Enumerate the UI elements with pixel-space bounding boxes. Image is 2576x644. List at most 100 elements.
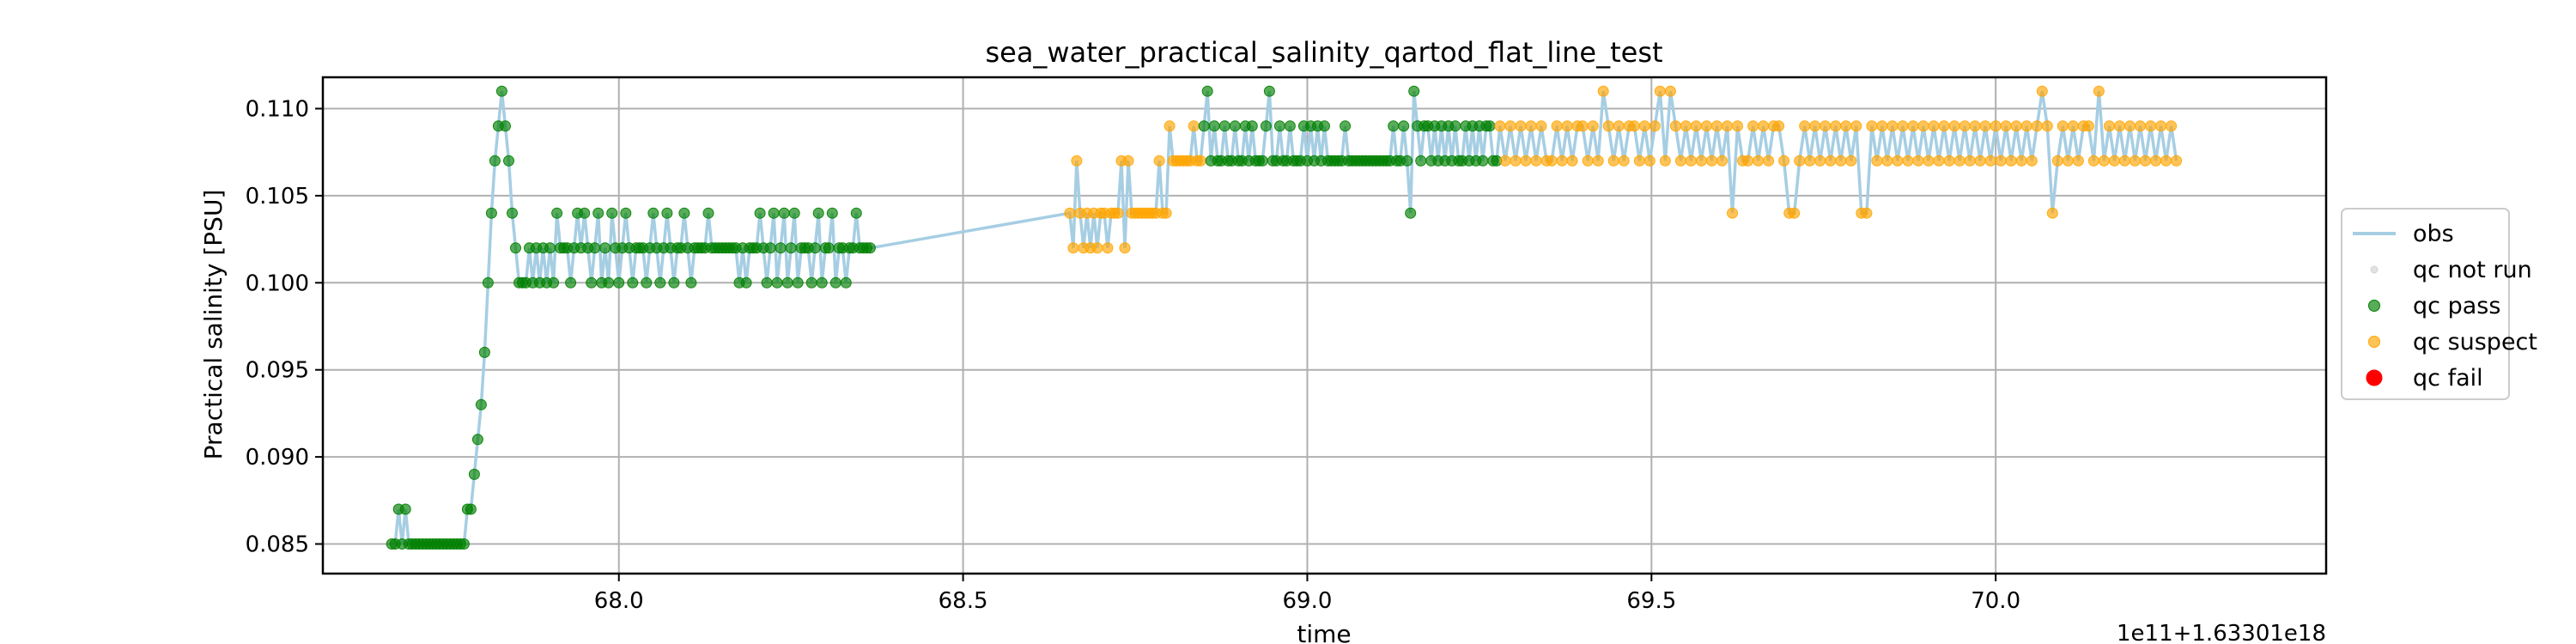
qc-suspect-point xyxy=(2109,155,2120,167)
qc-suspect-point xyxy=(1959,120,1971,132)
qc-pass-point xyxy=(565,276,577,289)
y-tick-label: 0.085 xyxy=(246,532,309,558)
qc-suspect-point xyxy=(1102,242,1114,254)
legend: obs qc not run qc pass qc suspect qc fail xyxy=(2341,208,2537,400)
x-ticks: 68.0 68.5 69.0 69.5 70.0 xyxy=(594,574,2020,614)
qc-suspect-point xyxy=(1546,155,1558,167)
qc-suspect-point xyxy=(1995,155,2007,167)
qc-pass-point xyxy=(500,120,511,132)
qc-suspect-point xyxy=(1607,155,1619,167)
qc-suspect-point xyxy=(2015,155,2027,167)
qc-suspect-point xyxy=(1112,207,1124,219)
qc-suspect-point xyxy=(1499,155,1511,167)
x-tick-label: 69.0 xyxy=(1283,588,1333,614)
qc-suspect-point xyxy=(1722,120,1733,132)
legend-label-qc-pass: qc pass xyxy=(2413,293,2500,319)
qc-pass-point xyxy=(761,276,773,289)
qc-suspect-point xyxy=(1794,155,1806,167)
qc-suspect-point xyxy=(1643,155,1656,167)
qc-pass-point xyxy=(489,155,501,167)
qc-suspect-point xyxy=(1510,155,1522,167)
qc-suspect-point xyxy=(1778,155,1790,167)
qc-suspect-point xyxy=(2150,155,2162,167)
qc-pass-point xyxy=(1388,120,1400,132)
qc-suspect-point xyxy=(1602,120,1614,132)
qc-suspect-point xyxy=(1809,120,1821,132)
qc-pass-point xyxy=(781,276,793,289)
qc-pass-point xyxy=(1218,120,1230,132)
qc-pass-point xyxy=(771,276,783,289)
qc-suspect-point xyxy=(2104,120,2115,132)
qc-pass-point xyxy=(620,207,632,219)
qc-suspect-point xyxy=(1871,155,1883,167)
qc-pass-point xyxy=(1208,120,1220,132)
qc-pass-point xyxy=(678,207,690,219)
qc-suspect-point xyxy=(1907,120,1919,132)
qc-pass-point xyxy=(606,207,618,219)
qc-suspect-point xyxy=(2051,155,2063,167)
legend-swatch-qc-not-run xyxy=(2370,265,2379,274)
qc-suspect-point xyxy=(1763,155,1775,167)
qc-pass-point xyxy=(613,276,625,289)
qc-suspect-point xyxy=(2114,120,2125,132)
qc-pass-point xyxy=(740,276,752,289)
qc-pass-point xyxy=(840,276,852,289)
qc-pass-point xyxy=(641,276,653,289)
qc-pass-point xyxy=(1319,120,1330,132)
qc-pass-point xyxy=(544,242,556,254)
qc-pass-point xyxy=(661,207,673,219)
chart-title: sea_water_practical_salinity_qartod_flat… xyxy=(985,36,1662,69)
qc-suspect-point xyxy=(1690,120,1702,132)
qc-pass-point xyxy=(592,207,605,219)
qc-pass-point xyxy=(579,207,591,219)
qc-suspect-point xyxy=(2072,155,2084,167)
qc-suspect-point xyxy=(1654,85,1666,97)
qc-pass-point xyxy=(485,207,497,219)
qc-pass-point xyxy=(702,207,714,219)
qc-suspect-point xyxy=(1188,120,1200,132)
qc-pass-point xyxy=(1477,155,1489,167)
qc-suspect-point xyxy=(1706,155,1717,167)
qc-suspect-point xyxy=(1695,155,1707,167)
qc-pass-point xyxy=(548,276,560,289)
qc-pass-point xyxy=(768,207,780,219)
qc-pass-point xyxy=(599,242,611,254)
qc-suspect-point xyxy=(2010,120,2022,132)
qc-suspect-point xyxy=(2036,85,2048,97)
qc-suspect-point xyxy=(1674,155,1686,167)
qc-suspect-point xyxy=(1953,155,1965,167)
qc-suspect-point xyxy=(1969,120,1981,132)
x-tick-label: 68.0 xyxy=(594,588,644,614)
qc-suspect-point xyxy=(1597,85,1609,97)
qc-pass-point xyxy=(1201,85,1213,97)
qc-pass-point xyxy=(589,242,601,254)
qc-suspect-point xyxy=(2160,155,2172,167)
qc-suspect-point xyxy=(1551,120,1563,132)
x-axis-label: time xyxy=(1297,620,1351,644)
qc-suspect-point xyxy=(1789,207,1801,219)
qc-suspect-point xyxy=(1701,120,1712,132)
qc-pass-point xyxy=(1415,155,1427,167)
qc-pass-point xyxy=(482,276,494,289)
qc-suspect-point xyxy=(1153,155,1165,167)
qc-suspect-point xyxy=(1753,155,1765,167)
qc-suspect-point xyxy=(1866,120,1878,132)
qc-pass-point xyxy=(1340,120,1352,132)
qc-suspect-point xyxy=(1758,120,1770,132)
qc-suspect-point xyxy=(1948,120,1960,132)
qc-suspect-point xyxy=(1742,155,1754,167)
qc-suspect-point xyxy=(1628,120,1640,132)
qc-suspect-point xyxy=(1799,120,1811,132)
x-tick-label: 68.5 xyxy=(939,588,988,614)
x-tick-label: 70.0 xyxy=(1971,588,2020,614)
qc-suspect-point xyxy=(2067,120,2079,132)
qc-suspect-point xyxy=(1773,120,1785,132)
qc-suspect-point xyxy=(1525,120,1537,132)
qc-suspect-point xyxy=(1064,207,1076,219)
plot-frame xyxy=(321,76,2328,575)
qc-pass-point xyxy=(654,276,666,289)
qc-pass-point xyxy=(685,276,697,289)
qc-pass-point xyxy=(1198,120,1210,132)
qc-suspect-point xyxy=(1122,155,1134,167)
